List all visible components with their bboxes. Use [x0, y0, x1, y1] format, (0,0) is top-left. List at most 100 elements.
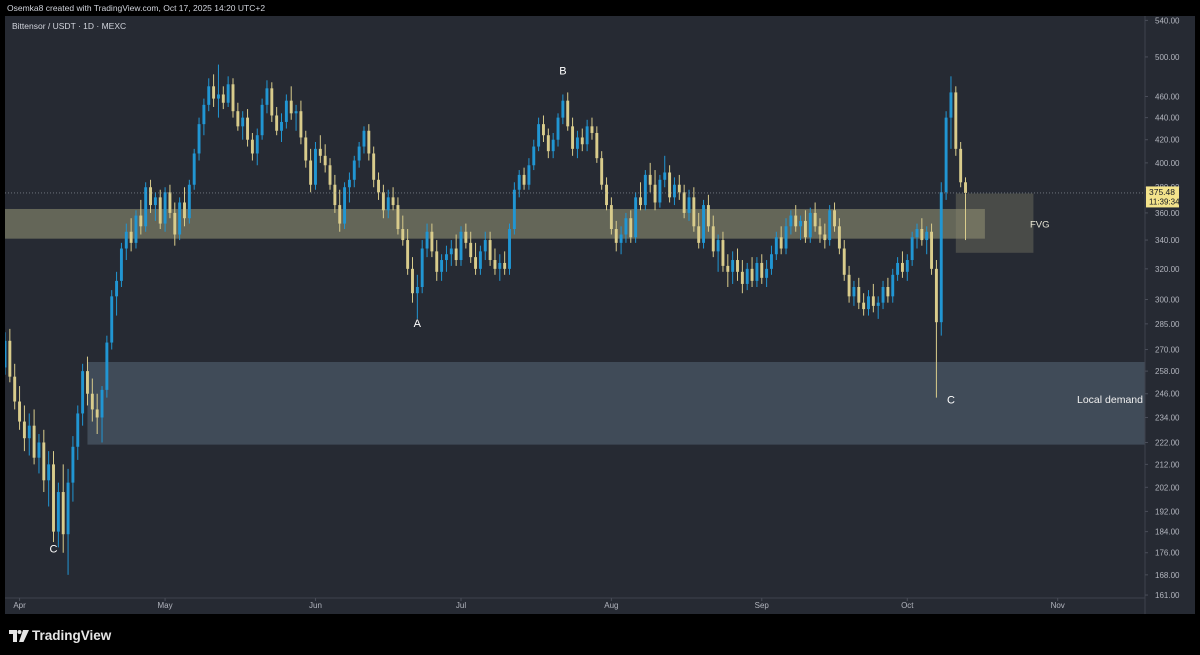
candle-body[interactable] [158, 197, 162, 224]
candle-body[interactable] [216, 94, 220, 99]
candle-body[interactable] [459, 231, 463, 261]
candle-body[interactable] [600, 158, 604, 185]
candle-body[interactable] [634, 197, 638, 238]
candle-body[interactable] [639, 197, 642, 206]
candle-body[interactable] [61, 492, 65, 535]
candle-body[interactable] [905, 260, 909, 272]
candle-body[interactable] [944, 117, 948, 193]
candle-body[interactable] [736, 260, 739, 272]
candle-body[interactable] [275, 115, 279, 131]
candle-body[interactable] [498, 262, 502, 269]
candle-body[interactable] [794, 215, 798, 227]
candle-body[interactable] [289, 100, 293, 114]
candle-body[interactable] [532, 146, 536, 166]
candle-body[interactable] [857, 286, 861, 303]
candle-body[interactable] [246, 117, 250, 140]
candle-body[interactable] [236, 111, 240, 127]
candle-body[interactable] [377, 179, 380, 193]
candle-body[interactable] [575, 137, 579, 149]
candle-body[interactable] [837, 226, 841, 249]
candle-body[interactable] [207, 86, 211, 105]
candle-body[interactable] [833, 210, 836, 227]
candle-body[interactable] [250, 139, 254, 154]
candle-body[interactable] [508, 229, 511, 269]
candle-body[interactable] [56, 492, 60, 532]
candle-body[interactable] [270, 88, 274, 116]
candle-body[interactable] [721, 240, 725, 266]
candle-body[interactable] [8, 340, 12, 377]
candle-body[interactable] [726, 265, 730, 272]
candle-body[interactable] [900, 262, 904, 272]
candle-body[interactable] [755, 262, 759, 281]
candle-body[interactable] [750, 268, 754, 281]
candle-body[interactable] [197, 124, 201, 154]
candle-body[interactable] [867, 296, 870, 310]
candle-body[interactable] [47, 464, 51, 481]
candle-body[interactable] [37, 442, 41, 458]
candle-body[interactable] [323, 155, 327, 166]
candle-body[interactable] [551, 139, 555, 152]
candle-body[interactable] [653, 184, 657, 203]
candle-body[interactable] [183, 202, 186, 219]
zone-local-demand[interactable] [87, 362, 1145, 445]
candle-body[interactable] [430, 231, 434, 252]
candle-body[interactable] [561, 100, 565, 118]
candle-body[interactable] [818, 226, 822, 235]
candle-body[interactable] [202, 104, 206, 125]
candle-body[interactable] [920, 229, 924, 241]
candle-body[interactable] [503, 262, 507, 269]
candle-body[interactable] [677, 184, 681, 193]
candle-body[interactable] [648, 174, 652, 185]
candle-body[interactable] [745, 268, 749, 284]
candle-body[interactable] [881, 286, 885, 303]
candle-body[interactable] [381, 192, 385, 211]
candle-body[interactable] [517, 174, 521, 190]
candle-body[interactable] [280, 121, 283, 131]
candle-body[interactable] [440, 260, 444, 272]
candle-body[interactable] [910, 237, 914, 261]
candle-body[interactable] [168, 192, 172, 213]
tradingview-logo[interactable]: TradingView [9, 628, 111, 644]
candle-body[interactable] [328, 165, 332, 185]
candle-body[interactable] [284, 100, 288, 122]
candle-body[interactable] [609, 205, 613, 230]
candle-body[interactable] [697, 226, 701, 243]
candle-body[interactable] [474, 257, 478, 269]
candle-body[interactable] [362, 130, 366, 147]
candle-body[interactable] [420, 248, 424, 287]
candle-body[interactable] [192, 153, 196, 185]
candle-body[interactable] [396, 205, 400, 230]
candle-body[interactable] [716, 240, 720, 252]
candle-body[interactable] [580, 137, 584, 145]
candle-body[interactable] [629, 218, 633, 238]
candle-body[interactable] [105, 342, 109, 390]
candle-body[interactable] [318, 148, 322, 156]
candle-body[interactable] [886, 286, 890, 297]
candle-body[interactable] [304, 137, 308, 161]
candle-body[interactable] [876, 302, 880, 306]
candle-body[interactable] [153, 197, 157, 206]
candle-body[interactable] [682, 192, 686, 213]
candle-body[interactable] [129, 231, 133, 243]
candle-body[interactable] [614, 229, 618, 243]
candle-body[interactable] [925, 231, 929, 241]
candle-body[interactable] [862, 302, 866, 310]
candle-body[interactable] [605, 184, 608, 206]
candle-body[interactable] [527, 165, 531, 185]
candle-body[interactable] [221, 94, 225, 103]
candle-body[interactable] [891, 274, 895, 297]
candle-body[interactable] [314, 148, 317, 185]
candle-body[interactable] [964, 182, 967, 193]
candle-body[interactable] [343, 187, 347, 224]
candle-body[interactable] [478, 251, 482, 269]
candle-body[interactable] [813, 212, 817, 227]
candle-body[interactable] [847, 274, 851, 297]
candlestick-chart[interactable]: FVG Local demand C A B C 540.00 500.00 460.00 4… [5, 16, 1195, 614]
candle-body[interactable] [119, 248, 123, 281]
candle-body[interactable] [522, 174, 526, 185]
candle-body[interactable] [464, 231, 468, 243]
candle-body[interactable] [765, 268, 769, 278]
candle-body[interactable] [178, 202, 182, 235]
candle-body[interactable] [231, 84, 235, 112]
candle-body[interactable] [871, 296, 875, 306]
